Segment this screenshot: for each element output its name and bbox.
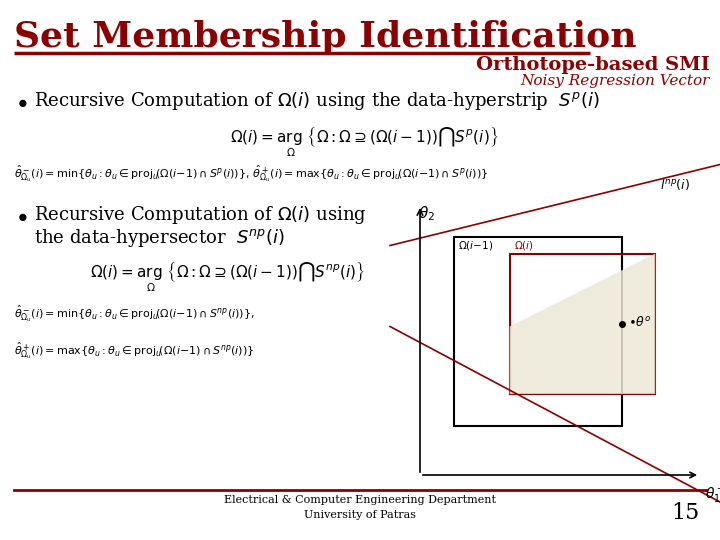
- Text: $\theta_2$: $\theta_2$: [418, 204, 435, 222]
- Text: Orthotope-based SMI: Orthotope-based SMI: [476, 56, 710, 74]
- Bar: [454, 238, 621, 427]
- Text: Electrical & Computer Engineering Department: Electrical & Computer Engineering Depart…: [224, 495, 496, 505]
- Text: $\Omega(i) = \underset{\Omega}{\arg}\,\left\{\Omega : \Omega \supseteq \left(\Om: $\Omega(i) = \underset{\Omega}{\arg}\,\l…: [230, 125, 498, 159]
- Text: $\bullet$: $\bullet$: [14, 90, 27, 114]
- Text: $\Omega(i{-}1)$: $\Omega(i{-}1)$: [458, 239, 493, 252]
- Text: $\bullet\theta^o$: $\bullet\theta^o$: [628, 315, 651, 329]
- Polygon shape: [510, 254, 655, 394]
- Text: $\bullet$: $\bullet$: [14, 204, 27, 228]
- Text: $\hat{\theta}^-_{\Omega_u}(i) = \min\left\{\theta_u : \theta_u \in \mathrm{proj}: $\hat{\theta}^-_{\Omega_u}(i) = \min\lef…: [14, 163, 488, 184]
- Text: $\hat{\theta}^+_{\Omega_u}(i) = \max\left\{\theta_u : \theta_u \in \mathrm{proj}: $\hat{\theta}^+_{\Omega_u}(i) = \max\lef…: [14, 340, 254, 361]
- Bar: [510, 254, 655, 394]
- Text: Recursive Computation of $\Omega(i)$ using the data-hyperstrip  $S^p(i)$: Recursive Computation of $\Omega(i)$ usi…: [34, 90, 600, 112]
- Text: $\hat{\theta}^-_{\Omega_u}(i) = \min\left\{\theta_u : \theta_u \in \mathrm{proj}: $\hat{\theta}^-_{\Omega_u}(i) = \min\lef…: [14, 303, 255, 323]
- Text: University of Patras: University of Patras: [304, 510, 416, 520]
- Text: $\Omega(i)$: $\Omega(i)$: [513, 239, 534, 252]
- Text: $\Omega(i) = \underset{\Omega}{\arg}\,\left\{\Omega : \Omega \supseteq \left(\Om: $\Omega(i) = \underset{\Omega}{\arg}\,\l…: [90, 260, 365, 294]
- Text: $l^{np}(i)$: $l^{np}(i)$: [660, 177, 690, 192]
- Text: 15: 15: [672, 502, 700, 524]
- Text: Noisy Regression Vector: Noisy Regression Vector: [521, 74, 710, 88]
- Text: $\theta_1^+$: $\theta_1^+$: [705, 485, 720, 507]
- Text: Set Membership Identification: Set Membership Identification: [14, 20, 636, 54]
- Text: the data-hypersector  $S^{np}(i)$: the data-hypersector $S^{np}(i)$: [34, 227, 284, 249]
- Text: Recursive Computation of $\Omega(i)$ using: Recursive Computation of $\Omega(i)$ usi…: [34, 204, 366, 226]
